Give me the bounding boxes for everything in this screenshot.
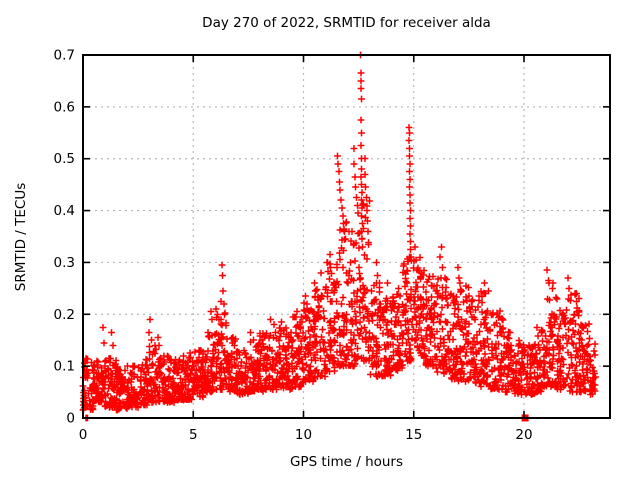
x-tick-label: 5 bbox=[189, 427, 198, 443]
y-tick-label: 0.2 bbox=[54, 307, 75, 323]
y-tick-label: 0 bbox=[66, 411, 75, 427]
x-tick-label: 10 bbox=[295, 427, 312, 443]
x-tick-label: 15 bbox=[405, 427, 422, 443]
y-tick-label: 0.7 bbox=[54, 48, 75, 64]
x-axis-title: GPS time / hours bbox=[289, 454, 404, 470]
y-tick-label: 0.3 bbox=[54, 255, 75, 271]
y-tick-label: 0.5 bbox=[54, 151, 75, 167]
plot-border bbox=[82, 54, 611, 419]
chart-title: Day 270 of 2022, SRMTID for receiver ald… bbox=[202, 15, 491, 31]
y-tick-label: 0.6 bbox=[54, 99, 75, 115]
y-tick-label: 0.4 bbox=[54, 203, 75, 219]
y-tick-label: 0.1 bbox=[54, 359, 75, 375]
x-tick-label: 0 bbox=[79, 427, 88, 443]
x-tick-label: 20 bbox=[515, 427, 532, 443]
